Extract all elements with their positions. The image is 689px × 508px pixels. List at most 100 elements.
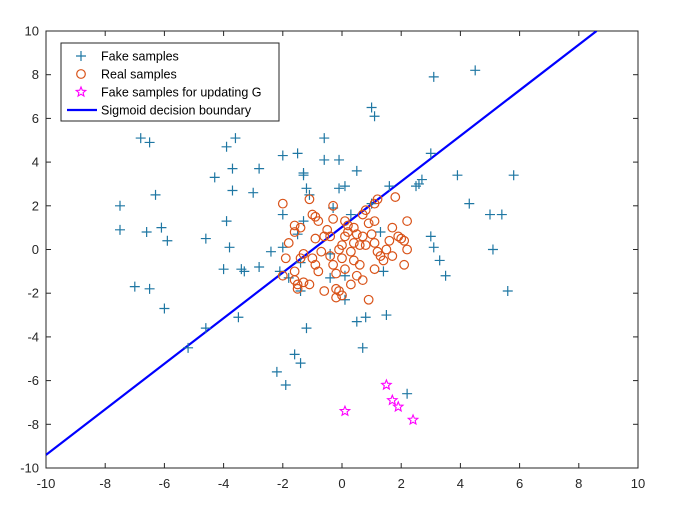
fake-sample-point — [254, 261, 265, 272]
real-sample-point — [277, 198, 288, 209]
real-sample-point — [393, 231, 404, 242]
fake-sample-point — [384, 181, 395, 192]
real-sample-point — [396, 233, 407, 244]
fake-sample-point — [295, 358, 306, 369]
fake-sample-point — [227, 163, 238, 174]
real-sample-point — [360, 205, 371, 216]
fake-sample-point — [470, 65, 481, 76]
fake-sample-point — [334, 154, 345, 165]
real-sample-point — [334, 244, 344, 255]
real-sample-point — [319, 231, 330, 242]
fake-sample-point — [428, 71, 439, 82]
real-sample-point — [354, 240, 365, 251]
fake-sample-point — [162, 235, 173, 246]
fake-sample-point — [502, 286, 513, 297]
fake-sample-point — [277, 209, 288, 220]
fake-sample-point — [301, 323, 312, 334]
legend-label: Fake samples for updating G — [101, 86, 262, 100]
legend-label: Sigmoid decision boundary — [101, 104, 252, 118]
real-sample-point — [328, 214, 339, 224]
real-sample-point — [369, 238, 380, 248]
fake-sample-point — [254, 163, 265, 174]
fake-sample-point — [156, 222, 167, 233]
real-sample-point — [348, 255, 359, 266]
real-sample-point — [390, 192, 401, 202]
fake-sample-point — [224, 242, 235, 253]
fake-sample-point — [209, 172, 220, 183]
update-g-sample-point — [406, 413, 420, 426]
y-tick-label: -2 — [27, 286, 39, 301]
legend-label: Fake samples — [101, 50, 179, 64]
fake-sample-point — [334, 183, 345, 194]
real-sample-point — [289, 220, 300, 231]
update-g-sample-point — [392, 400, 405, 413]
real-sample-point — [298, 277, 309, 288]
fake-sample-point — [265, 246, 276, 257]
real-sample-point — [295, 222, 306, 233]
fake-sample-point — [339, 270, 350, 281]
real-sample-point — [277, 270, 288, 281]
fake-sample-point — [496, 209, 507, 220]
fake-sample-point — [301, 183, 312, 194]
fake-sample-point — [271, 366, 282, 377]
real-sample-point — [319, 286, 330, 296]
real-sample-point — [399, 259, 410, 270]
real-sample-point — [402, 244, 413, 255]
legend-label: Real samples — [101, 68, 177, 82]
update-g-sample-point — [338, 404, 352, 417]
fake-sample-point — [464, 198, 475, 209]
real-sample-point — [357, 231, 368, 242]
real-sample-point — [360, 240, 371, 251]
fake-sample-point — [339, 181, 350, 192]
fake-sample-point — [283, 272, 294, 283]
real-sample-point — [283, 238, 294, 248]
real-sample-point — [384, 235, 395, 246]
fake-sample-point — [381, 310, 392, 321]
decision-boundary-line — [46, 31, 598, 456]
real-sample-point — [337, 290, 347, 301]
legend-real-marker — [76, 69, 86, 79]
legend-box — [60, 42, 280, 122]
real-sample-point — [348, 238, 359, 248]
fake-sample-point — [378, 266, 389, 277]
real-sample-point — [304, 194, 315, 205]
fake-sample-point — [345, 209, 356, 220]
fake-sample-point — [159, 303, 170, 314]
fake-sample-point — [292, 148, 303, 159]
x-tick-label: -2 — [277, 476, 289, 491]
real-sample-point — [313, 266, 324, 277]
real-sample-point — [307, 209, 318, 220]
fake-sample-point — [434, 255, 445, 266]
real-sample-point — [328, 200, 339, 211]
y-tick-label: 6 — [32, 111, 39, 126]
real-sample-point — [310, 233, 321, 244]
real-sample-point — [340, 216, 350, 226]
fake-sample-point — [221, 141, 232, 152]
fake-sample-point — [319, 133, 330, 144]
real-sample-point — [304, 279, 315, 290]
fake-sample-point — [141, 227, 152, 238]
fake-sample-point — [319, 154, 330, 165]
real-sample-point — [354, 259, 365, 270]
real-sample-point — [298, 248, 309, 259]
fake-sample-point — [289, 349, 300, 360]
fake-sample-point — [366, 102, 377, 113]
real-sample-point — [337, 253, 347, 264]
y-tick-label: 2 — [32, 198, 39, 213]
real-sample-point — [351, 229, 362, 240]
real-sample-point — [340, 264, 350, 275]
fake-sample-point — [200, 323, 211, 334]
legend-update-g-marker — [74, 85, 88, 98]
real-sample-point — [348, 222, 359, 233]
y-tick-label: 0 — [32, 242, 39, 257]
y-tick-label: -8 — [27, 417, 39, 432]
decision-boundary-layer — [46, 31, 598, 456]
fake-sample-point — [218, 264, 229, 275]
fake-sample-point — [425, 148, 436, 159]
fake-sample-point — [115, 224, 125, 235]
real-sample-point — [357, 275, 368, 285]
real-sample-point — [292, 279, 303, 290]
real-sample-point — [402, 216, 413, 226]
fake-sample-point — [277, 242, 288, 253]
fake-sample-point — [280, 379, 291, 390]
